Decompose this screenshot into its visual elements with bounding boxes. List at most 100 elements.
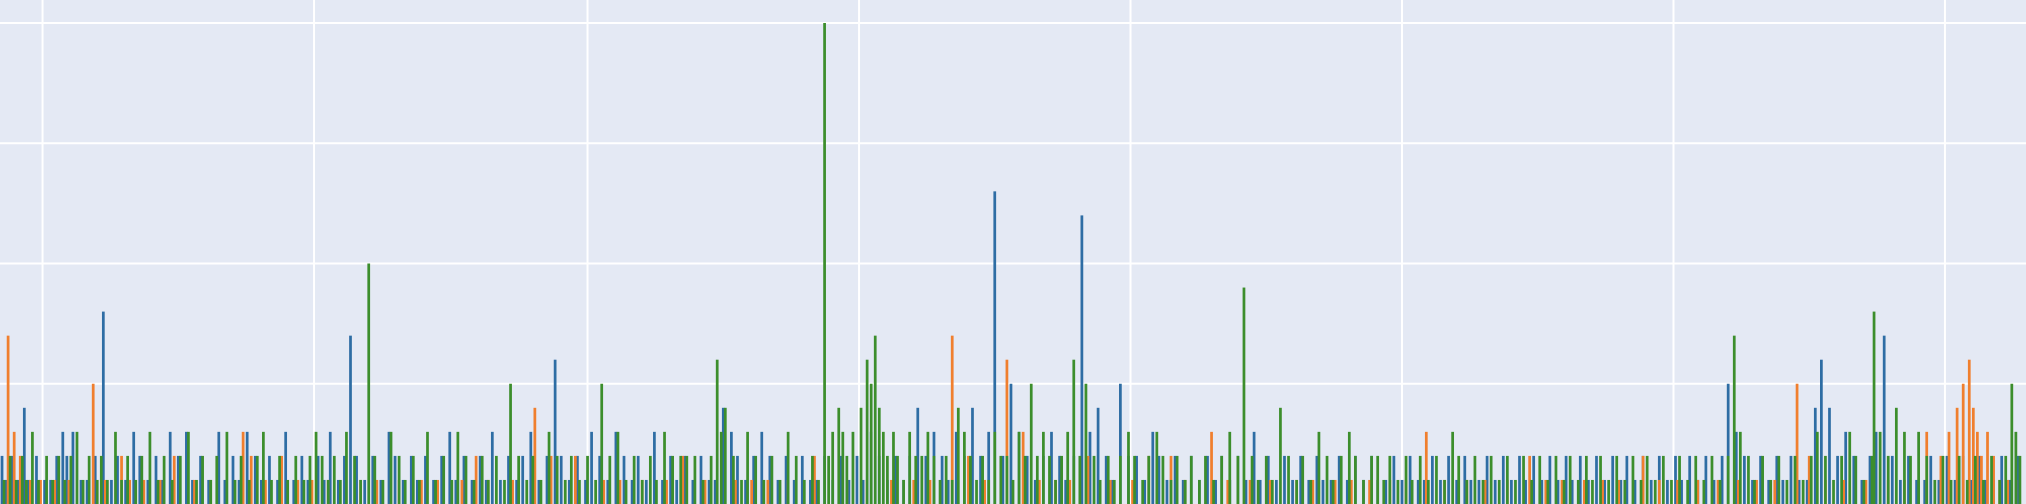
bar[interactable] bbox=[1086, 455, 1090, 504]
bar[interactable] bbox=[1252, 431, 1256, 504]
bar[interactable] bbox=[187, 431, 190, 504]
bar[interactable] bbox=[1949, 479, 1953, 504]
bar[interactable] bbox=[1538, 455, 1542, 504]
bar[interactable] bbox=[126, 455, 130, 504]
bar[interactable] bbox=[191, 479, 194, 504]
bar[interactable] bbox=[1268, 479, 1272, 504]
bar[interactable] bbox=[1214, 479, 1217, 504]
bar[interactable] bbox=[1852, 455, 1856, 504]
bar[interactable] bbox=[1844, 431, 1848, 504]
bar[interactable] bbox=[1824, 455, 1827, 504]
bar[interactable] bbox=[618, 479, 622, 504]
bar[interactable] bbox=[1696, 479, 1700, 504]
bar[interactable] bbox=[815, 479, 818, 504]
bar[interactable] bbox=[1439, 479, 1442, 504]
bar[interactable] bbox=[1033, 479, 1037, 504]
bar[interactable] bbox=[1088, 431, 1092, 504]
bar[interactable] bbox=[851, 431, 855, 504]
bar[interactable] bbox=[1617, 479, 1621, 504]
bar[interactable] bbox=[665, 479, 668, 504]
bar[interactable] bbox=[1909, 455, 1912, 504]
bar[interactable] bbox=[983, 479, 987, 504]
bar[interactable] bbox=[1591, 479, 1594, 504]
bar[interactable] bbox=[770, 455, 774, 504]
bar[interactable] bbox=[328, 431, 332, 504]
bar[interactable] bbox=[1540, 479, 1544, 504]
bar[interactable] bbox=[2004, 455, 2008, 504]
bar[interactable] bbox=[75, 431, 79, 504]
bar[interactable] bbox=[1793, 455, 1797, 504]
bar[interactable] bbox=[1807, 455, 1811, 504]
bar[interactable] bbox=[306, 479, 310, 504]
bar[interactable] bbox=[1584, 455, 1588, 504]
bar[interactable] bbox=[1169, 479, 1173, 504]
bar[interactable] bbox=[237, 479, 241, 504]
bar[interactable] bbox=[300, 455, 304, 504]
bar[interactable] bbox=[195, 479, 198, 504]
bar[interactable] bbox=[993, 191, 997, 504]
bar[interactable] bbox=[1882, 335, 1886, 504]
bar[interactable] bbox=[1376, 455, 1380, 504]
bar[interactable] bbox=[1337, 455, 1341, 504]
bar[interactable] bbox=[1050, 431, 1053, 504]
bar[interactable] bbox=[1971, 407, 1975, 504]
bar[interactable] bbox=[963, 431, 966, 504]
bar[interactable] bbox=[693, 455, 697, 504]
bar[interactable] bbox=[1753, 479, 1756, 504]
bar[interactable] bbox=[371, 455, 375, 504]
bar[interactable] bbox=[699, 455, 703, 504]
bar[interactable] bbox=[1767, 479, 1771, 504]
bar[interactable] bbox=[1275, 479, 1278, 504]
bar[interactable] bbox=[1836, 455, 1839, 504]
bar[interactable] bbox=[1329, 479, 1333, 504]
bar[interactable] bbox=[1522, 455, 1525, 504]
bar[interactable] bbox=[1925, 455, 1929, 504]
bar[interactable] bbox=[760, 431, 764, 504]
bar[interactable] bbox=[185, 431, 188, 504]
bar[interactable] bbox=[794, 455, 798, 504]
bar[interactable] bbox=[1578, 455, 1582, 504]
bar[interactable] bbox=[1309, 479, 1313, 504]
bar[interactable] bbox=[691, 479, 695, 504]
bar[interactable] bbox=[359, 479, 362, 504]
bar[interactable] bbox=[1984, 479, 1987, 504]
bar[interactable] bbox=[1212, 479, 1215, 504]
bar[interactable] bbox=[1633, 479, 1637, 504]
bar[interactable] bbox=[474, 455, 478, 504]
bar[interactable] bbox=[1422, 479, 1426, 504]
bar[interactable] bbox=[1862, 479, 1866, 504]
bar[interactable] bbox=[707, 479, 711, 504]
bar[interactable] bbox=[1840, 455, 1844, 504]
bar[interactable] bbox=[1096, 407, 1100, 504]
bar[interactable] bbox=[752, 455, 756, 504]
bar[interactable] bbox=[1820, 359, 1823, 504]
bar[interactable] bbox=[608, 455, 612, 504]
bar[interactable] bbox=[1426, 479, 1430, 504]
bar[interactable] bbox=[1773, 479, 1777, 504]
bar[interactable] bbox=[813, 455, 816, 504]
bar[interactable] bbox=[1556, 479, 1560, 504]
bar[interactable] bbox=[363, 479, 367, 504]
bar[interactable] bbox=[110, 479, 113, 504]
bar[interactable] bbox=[999, 455, 1003, 504]
bar[interactable] bbox=[1554, 455, 1558, 504]
bar[interactable] bbox=[1751, 479, 1754, 504]
bar[interactable] bbox=[1890, 455, 1894, 504]
bar[interactable] bbox=[896, 455, 899, 504]
bar[interactable] bbox=[1250, 455, 1254, 504]
bar[interactable] bbox=[1354, 455, 1357, 504]
bar[interactable] bbox=[1623, 479, 1627, 504]
bar[interactable] bbox=[954, 431, 958, 504]
bar[interactable] bbox=[314, 431, 318, 504]
bar[interactable] bbox=[120, 479, 123, 504]
bar[interactable] bbox=[914, 455, 918, 504]
bar[interactable] bbox=[472, 479, 476, 504]
bar[interactable] bbox=[661, 479, 664, 504]
bar[interactable] bbox=[713, 479, 717, 504]
bar[interactable] bbox=[1848, 431, 1852, 504]
bar[interactable] bbox=[367, 263, 371, 504]
bar[interactable] bbox=[95, 479, 99, 504]
bar[interactable] bbox=[379, 479, 383, 504]
bar[interactable] bbox=[1978, 455, 1981, 504]
bar[interactable] bbox=[1518, 455, 1521, 504]
